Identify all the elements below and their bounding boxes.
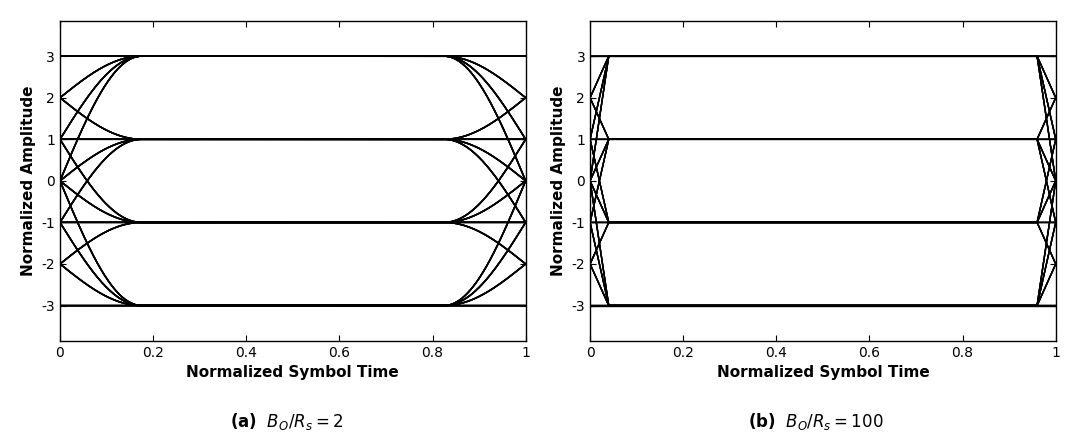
Y-axis label: Normalized Amplitude: Normalized Amplitude — [551, 85, 566, 276]
Y-axis label: Normalized Amplitude: Normalized Amplitude — [21, 85, 36, 276]
X-axis label: Normalized Symbol Time: Normalized Symbol Time — [717, 365, 930, 380]
Text: $\mathbf{(b)}$  $B_O/R_s = 100$: $\mathbf{(b)}$ $B_O/R_s = 100$ — [748, 411, 884, 432]
Text: $\mathbf{(a)}$  $B_O/R_s = 2$: $\mathbf{(a)}$ $B_O/R_s = 2$ — [230, 411, 343, 432]
X-axis label: Normalized Symbol Time: Normalized Symbol Time — [186, 365, 399, 380]
